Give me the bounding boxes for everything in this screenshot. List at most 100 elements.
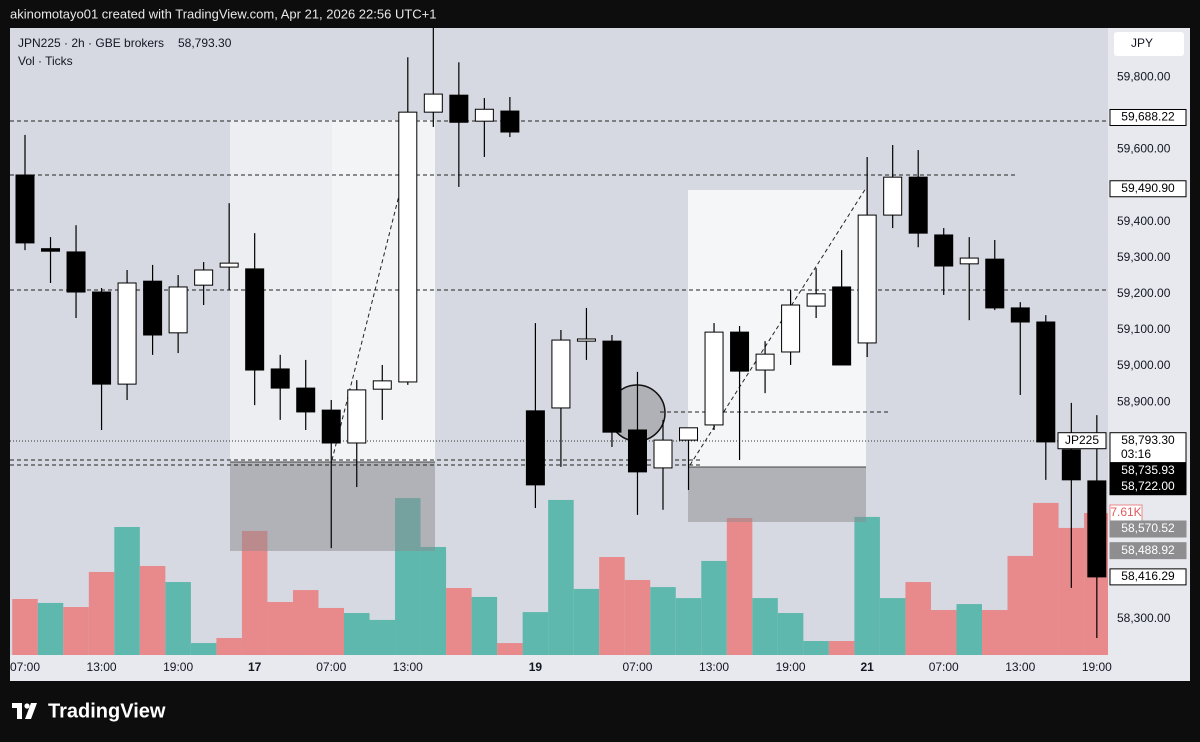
volume-bar — [88, 571, 115, 655]
price-label: 58,416.29 — [1121, 569, 1175, 583]
candle-body — [1036, 321, 1056, 443]
candle-body — [66, 251, 86, 293]
currency[interactable]: JPY — [1131, 36, 1153, 50]
x-tick-label: 07:00 — [10, 660, 40, 674]
symbol-price: 58,793.30 — [178, 36, 232, 50]
indicator: Vol · Ticks — [18, 54, 73, 68]
candle-body — [832, 286, 852, 366]
volume-bar — [267, 602, 293, 655]
volume-bar — [982, 610, 1008, 655]
volume-bar — [318, 607, 344, 655]
candle-body — [1061, 449, 1081, 481]
volume-bar — [497, 643, 523, 655]
price-label-box — [1109, 478, 1187, 496]
volume-bar — [369, 619, 396, 655]
countdown: 03:16 — [1121, 447, 1151, 461]
x-tick-label: 19:00 — [776, 660, 806, 674]
volume-bar — [241, 530, 268, 655]
volume-bar — [1033, 502, 1059, 655]
candle-body — [576, 338, 596, 342]
symbol: JPN225 · 2h · GBE brokers — [18, 36, 164, 50]
candle-body — [525, 410, 545, 486]
trend-line — [689, 187, 867, 466]
volume-bar — [777, 613, 804, 655]
candle-body — [908, 176, 928, 234]
candle-body — [551, 339, 571, 409]
symbol-label: JP225 — [1065, 433, 1099, 447]
x-tick-label: 13:00 — [87, 660, 117, 674]
candle-body — [755, 353, 775, 371]
candle-body — [627, 429, 647, 473]
volume-bar — [548, 499, 574, 655]
candle-body — [500, 110, 520, 133]
candle-body — [15, 174, 35, 244]
candle-body — [143, 280, 163, 336]
candle-body — [92, 291, 112, 385]
volume-bar — [292, 590, 319, 655]
volume-bar — [12, 599, 38, 655]
candle-layer — [15, 28, 1107, 639]
candle-body — [806, 293, 826, 307]
y-tick-label: 58,900.00 — [1117, 394, 1171, 408]
candle-body — [474, 108, 494, 122]
price-label-box — [1109, 568, 1187, 586]
price-label: 59,688.22 — [1121, 110, 1175, 124]
candle-body — [653, 439, 673, 469]
candle-body — [959, 257, 979, 265]
candle-body — [781, 304, 801, 353]
y-tick-label: 59,600.00 — [1117, 142, 1171, 156]
candle-body — [168, 286, 188, 334]
candle-body — [347, 389, 367, 444]
candle-body — [423, 93, 443, 113]
candle-body — [857, 214, 877, 344]
candle-body — [1087, 480, 1107, 578]
currency-box[interactable] — [1114, 32, 1184, 56]
x-tick-label: 07:00 — [929, 660, 959, 674]
volume-bar — [446, 588, 472, 655]
y-tick-label: 59,200.00 — [1117, 286, 1171, 300]
x-tick-label: 19:00 — [1082, 660, 1112, 674]
candle-body — [372, 380, 392, 390]
trend-line — [331, 159, 409, 461]
volume-bar — [905, 582, 931, 655]
x-tick-label: 21 — [860, 660, 874, 674]
price-label: 58,735.93 — [1121, 463, 1175, 477]
price-label: 59,490.90 — [1121, 181, 1175, 195]
range-box — [688, 467, 866, 522]
range-box — [230, 462, 435, 551]
x-tick-label: 07:00 — [316, 660, 346, 674]
volume-bar — [114, 526, 140, 655]
price-label: 58,722.00 — [1121, 479, 1175, 493]
volume-bar — [879, 598, 906, 655]
x-tick-label: 13:00 — [1005, 660, 1035, 674]
brand: TradingView — [48, 700, 166, 722]
volume-bar — [701, 560, 727, 655]
candle-body — [398, 111, 418, 383]
candle-body — [679, 427, 699, 441]
y-tick-label: 59,800.00 — [1117, 69, 1171, 83]
volume-bar — [854, 516, 880, 655]
y-tick-label: 59,400.00 — [1117, 214, 1171, 228]
y-tick-label: 59,100.00 — [1117, 322, 1171, 336]
volume-bar — [165, 582, 191, 655]
volume-bar — [956, 604, 982, 655]
candle-body — [934, 234, 954, 267]
x-tick-label: 19 — [529, 660, 543, 674]
price-label-box — [1109, 432, 1187, 464]
volume-bar — [930, 610, 957, 655]
volume-bar — [1007, 555, 1034, 655]
candle-body — [245, 268, 265, 371]
volume-bar — [624, 579, 651, 655]
price-label: 58,570.52 — [1121, 521, 1175, 535]
price-label-box — [1109, 108, 1187, 126]
candle-body — [602, 340, 622, 433]
price-label: 58,793.30 — [1121, 433, 1175, 447]
credit: akinomotayo01 created with TradingView.c… — [10, 6, 437, 21]
volume-bar — [37, 602, 64, 655]
price-label-box — [1109, 180, 1187, 198]
volume-bar — [599, 557, 625, 655]
candle-body — [1010, 307, 1030, 323]
price-label-box — [1109, 542, 1187, 560]
